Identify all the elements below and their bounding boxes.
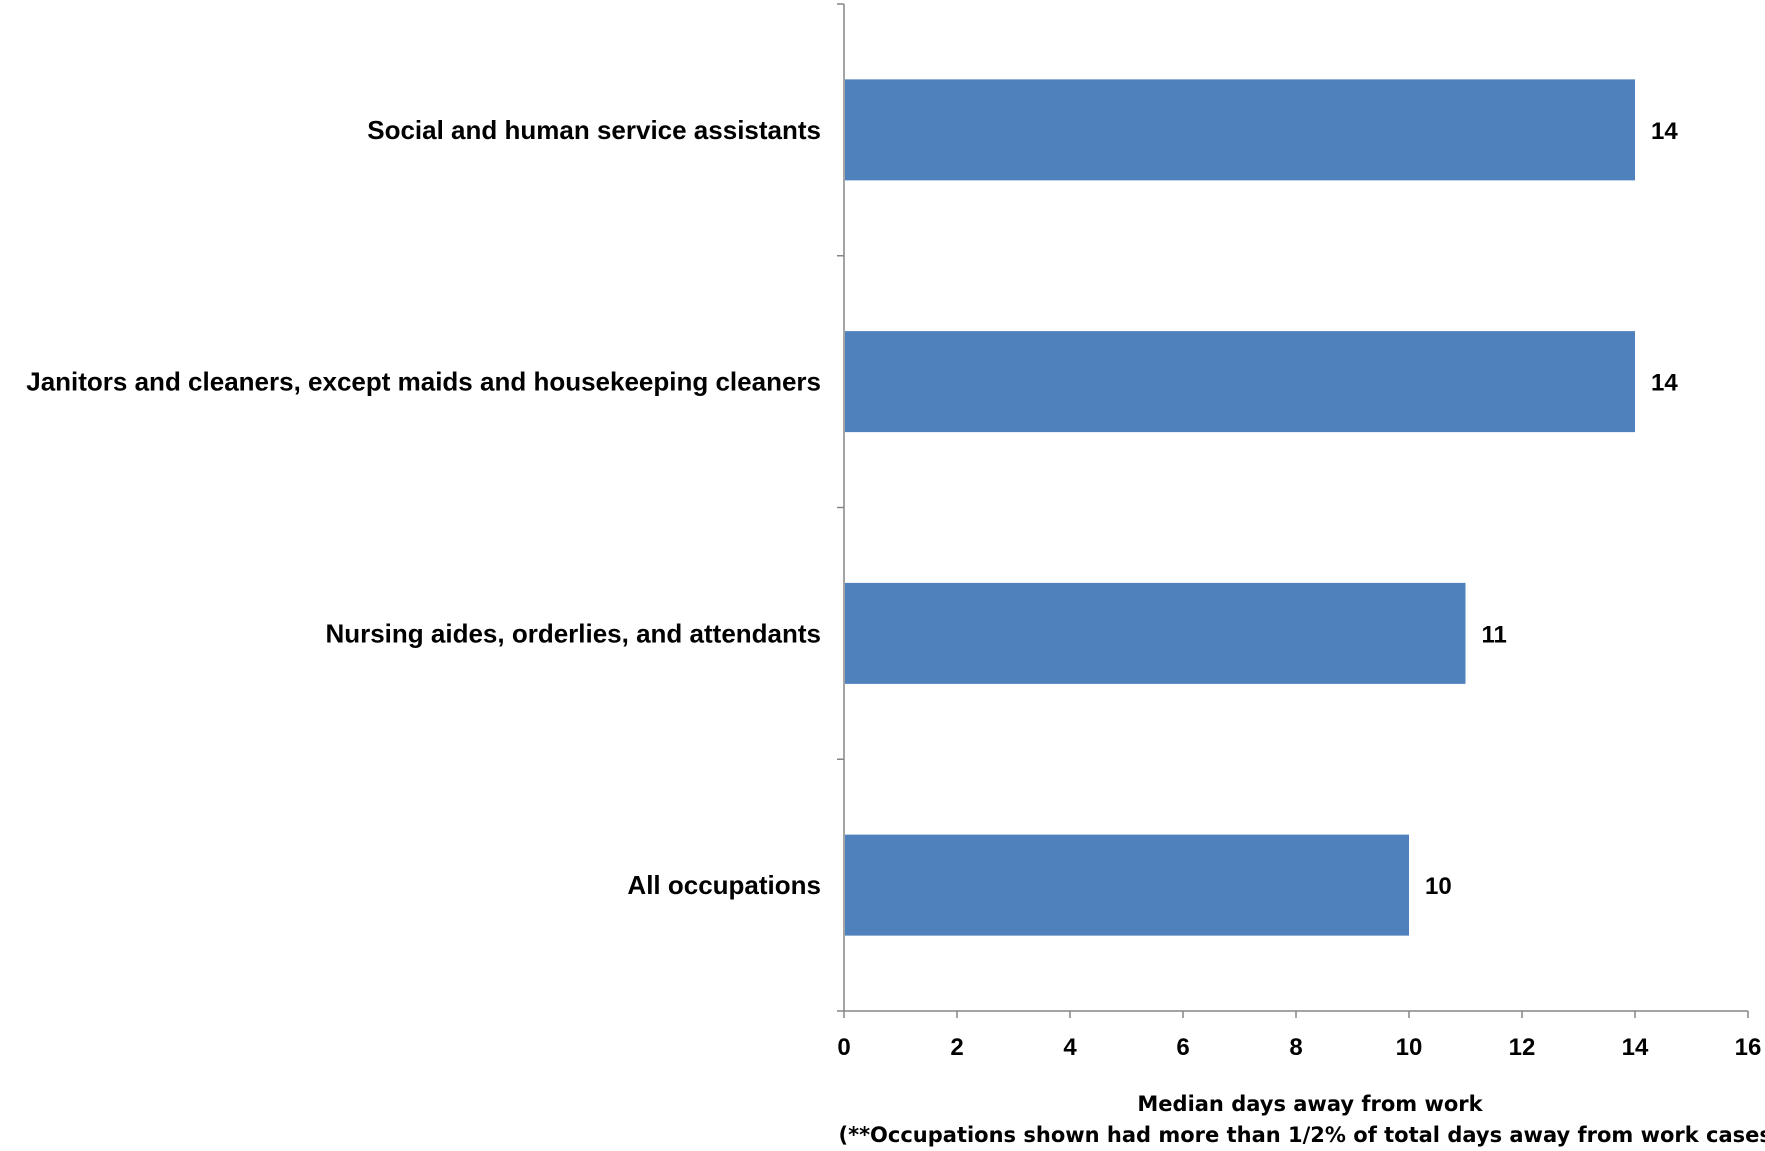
- x-tick-label: 8: [1289, 1034, 1302, 1061]
- x-tick-label: 14: [1622, 1034, 1649, 1061]
- x-axis-note: (**Occupations shown had more than 1/2% …: [838, 1123, 1765, 1147]
- bar: [845, 331, 1635, 433]
- data-label: 14: [1651, 118, 1678, 145]
- x-axis-title: Median days away from work: [1137, 1092, 1483, 1116]
- category-label: All occupations: [627, 870, 821, 900]
- x-tick-label: 12: [1509, 1034, 1536, 1061]
- category-label: Janitors and cleaners, except maids and …: [26, 367, 821, 397]
- x-tick-label: 2: [950, 1034, 963, 1061]
- data-label: 14: [1651, 370, 1678, 397]
- category-label: Nursing aides, orderlies, and attendants: [325, 618, 821, 648]
- bar: [845, 79, 1635, 181]
- x-tick-label: 10: [1396, 1034, 1423, 1061]
- data-label: 11: [1482, 621, 1507, 648]
- x-tick-label: 16: [1735, 1034, 1762, 1061]
- data-label: 10: [1425, 873, 1452, 900]
- x-tick-label: 6: [1176, 1034, 1189, 1061]
- x-tick-label: 0: [837, 1034, 850, 1061]
- plot-area: 0 2 4 6 8 10 12 14 16 Social and human service as…: [26, 3, 1762, 1061]
- bar: [845, 834, 1409, 936]
- category-label: Social and human service assistants: [367, 115, 821, 145]
- bar: [845, 582, 1466, 684]
- x-tick-label: 4: [1063, 1034, 1077, 1061]
